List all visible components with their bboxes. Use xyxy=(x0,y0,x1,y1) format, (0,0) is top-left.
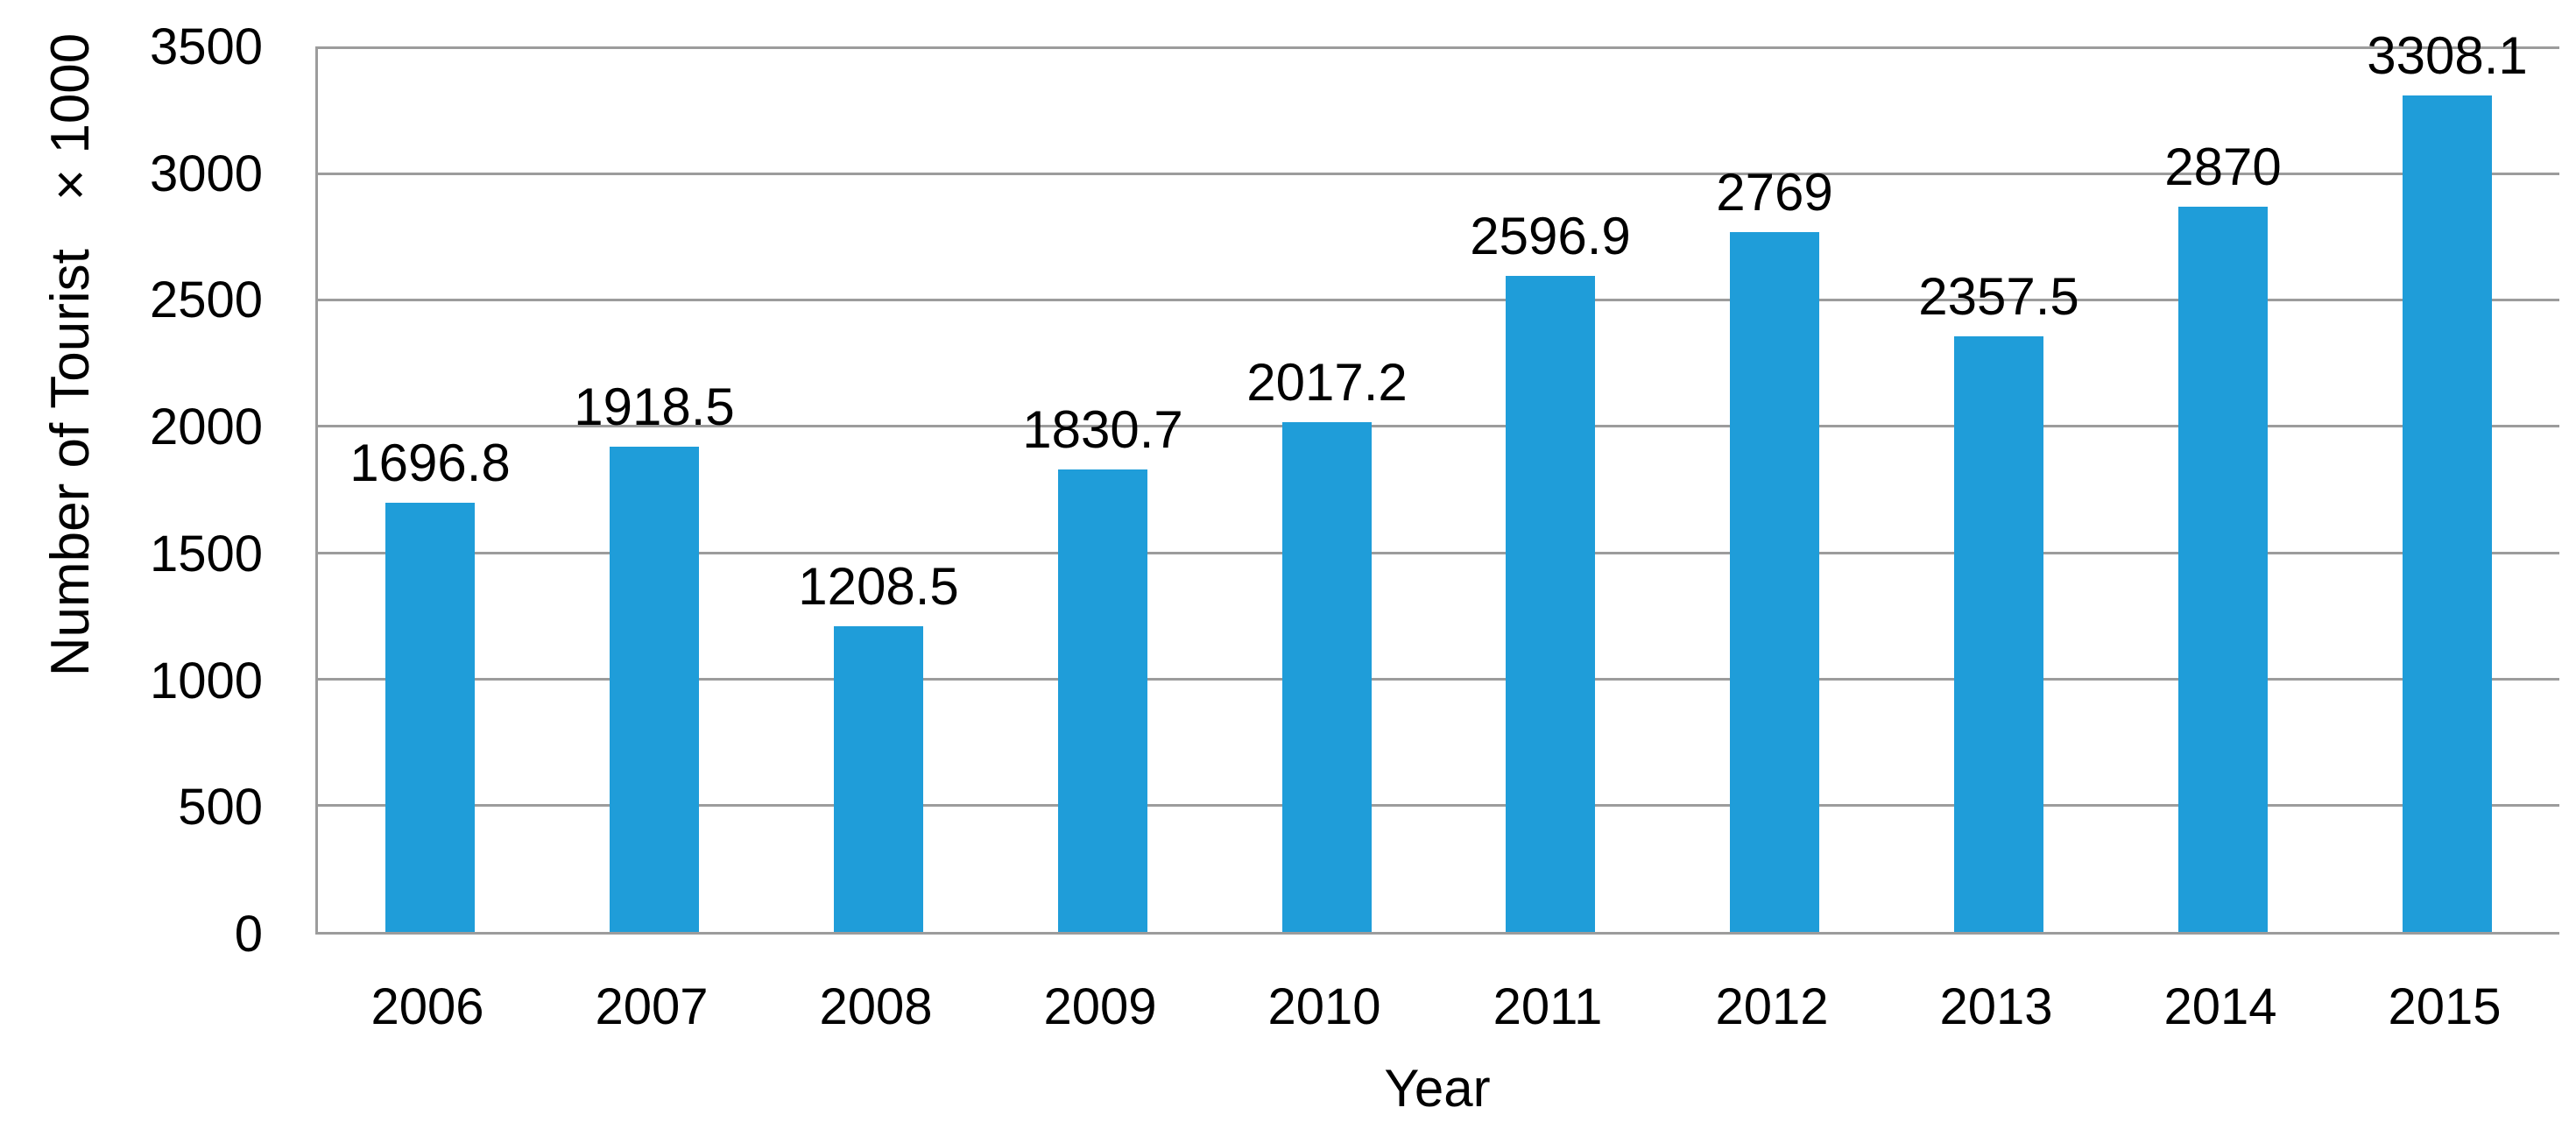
bar-value-label: 1696.8 xyxy=(349,434,511,492)
gridline xyxy=(315,172,2559,175)
gridline xyxy=(315,299,2559,302)
y-tick-label: 2000 xyxy=(149,399,263,455)
y-axis-title: Number of Tourist × 1000 xyxy=(18,22,123,688)
bar-2009 xyxy=(1058,469,1147,932)
bar-value-label: 1918.5 xyxy=(574,377,735,436)
y-tick-label: 1000 xyxy=(149,653,263,709)
x-tick-label: 2006 xyxy=(371,978,484,1035)
bar-value-label: 2870 xyxy=(2164,138,2282,196)
x-axis-title: Year xyxy=(1384,1059,1491,1118)
bar-2015 xyxy=(2403,95,2492,932)
x-tick-label: 2014 xyxy=(2163,978,2277,1035)
bar-value-label: 2017.2 xyxy=(1246,353,1408,412)
x-tick-label: 2008 xyxy=(819,978,933,1035)
bar-value-label: 2357.5 xyxy=(1918,267,2079,326)
gridline xyxy=(315,551,2559,554)
gridline xyxy=(315,46,2559,49)
x-tick-label: 2012 xyxy=(1715,978,1829,1035)
y-tick-label: 3000 xyxy=(149,145,263,202)
plot-area: 1696.8 1918.5 1208.5 1830.7 2017.2 2596.9 2769… xyxy=(315,27,2559,935)
y-tick-label: 1500 xyxy=(149,526,263,582)
x-tick-label: 2010 xyxy=(1267,978,1381,1035)
bar-2014 xyxy=(2178,207,2268,932)
bar-value-label: 3308.1 xyxy=(2367,26,2528,85)
x-tick-label: 2015 xyxy=(2388,978,2502,1035)
bar-2007 xyxy=(610,447,699,932)
y-tick-label: 500 xyxy=(178,779,263,836)
x-tick-label: 2009 xyxy=(1043,978,1157,1035)
gridline xyxy=(315,425,2559,428)
bar-value-label: 2596.9 xyxy=(1470,207,1631,265)
bar-2010 xyxy=(1282,422,1372,932)
x-tick-label: 2011 xyxy=(1493,978,1603,1035)
bar-value-label: 1830.7 xyxy=(1022,400,1183,459)
y-tick-label: 2500 xyxy=(149,272,263,328)
bar-2012 xyxy=(1730,232,1819,932)
y-tick-label: 0 xyxy=(234,906,263,963)
bar-value-label: 2769 xyxy=(1716,163,1833,222)
x-tick-label: 2007 xyxy=(595,978,709,1035)
y-tick-label: 3500 xyxy=(149,18,263,75)
bar-2013 xyxy=(1954,336,2043,932)
x-tick-label: 2013 xyxy=(1939,978,2053,1035)
bar-2011 xyxy=(1506,276,1595,932)
bar-2006 xyxy=(385,503,475,932)
gridline xyxy=(315,677,2559,681)
bar-2008 xyxy=(834,626,923,932)
bar-value-label: 1208.5 xyxy=(798,557,959,616)
gridline xyxy=(315,804,2559,808)
